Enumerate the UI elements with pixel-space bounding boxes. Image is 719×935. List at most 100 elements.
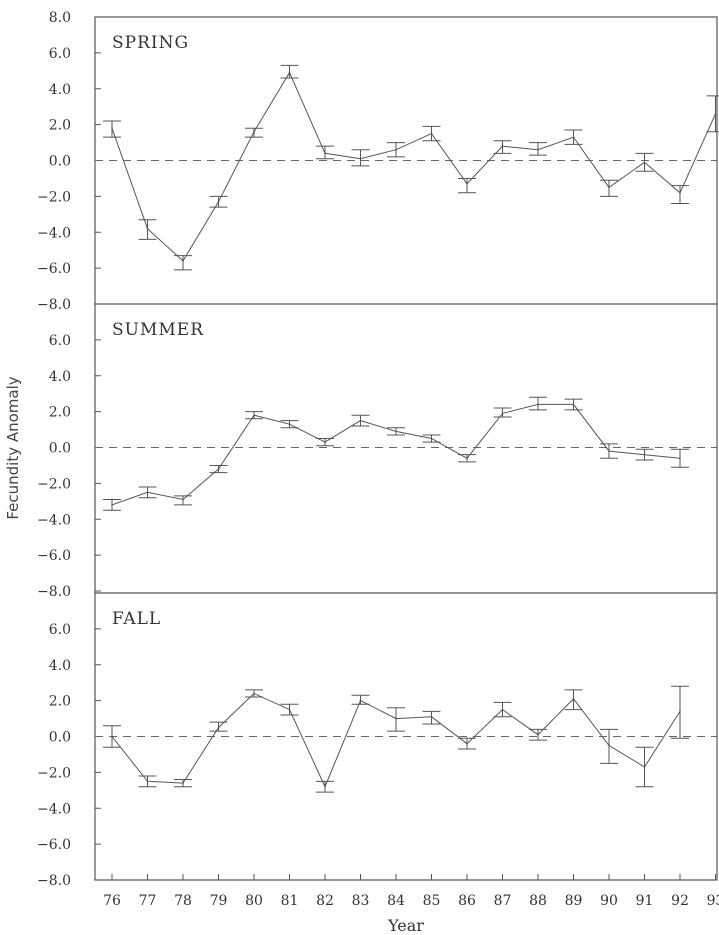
y-tick-label: −2.0 — [37, 765, 71, 781]
data-point — [572, 403, 575, 406]
error-bar — [671, 685, 689, 739]
error-bar — [458, 737, 476, 750]
error-bar — [138, 775, 157, 788]
y-tick-label: 4.0 — [49, 658, 71, 674]
error-bar — [529, 142, 547, 156]
error-bar — [600, 179, 618, 197]
data-point — [217, 200, 220, 203]
panel-title: SUMMER — [112, 320, 204, 340]
error-bar — [245, 689, 263, 698]
error-bar — [422, 125, 441, 142]
error-bar — [174, 495, 192, 506]
x-tick-label: 80 — [245, 893, 263, 909]
x-tick-label: 92 — [671, 893, 689, 909]
y-tick-label: −8.0 — [37, 297, 71, 313]
x-tick-label: 87 — [494, 893, 512, 909]
y-tick-label: 0.0 — [49, 730, 71, 746]
error-bar — [245, 127, 263, 138]
error-bar — [280, 420, 299, 429]
data-point — [111, 127, 113, 130]
x-tick-label: 83 — [352, 893, 370, 909]
data-point — [572, 136, 575, 138]
data-point — [395, 148, 397, 151]
data-point — [395, 717, 397, 720]
error-bar — [387, 427, 405, 436]
data-point — [430, 437, 433, 440]
error-bar — [174, 255, 192, 271]
error-bar — [103, 499, 121, 511]
data-point — [501, 145, 504, 147]
y-tick-label: 0.0 — [49, 154, 71, 170]
reference-lines — [95, 160, 717, 737]
x-tick-label: 85 — [423, 893, 441, 909]
series-line-summer — [111, 403, 681, 506]
x-tick-label: 93 — [707, 893, 719, 909]
data-point — [679, 191, 681, 194]
error-bar — [635, 152, 654, 172]
error-bar — [635, 448, 654, 461]
error-bar — [280, 64, 299, 79]
x-tick-label: 76 — [103, 893, 121, 909]
data-point — [359, 157, 362, 160]
data-point — [679, 457, 681, 460]
y-tick-label: −6.0 — [37, 837, 71, 853]
y-tick-label: −2.0 — [37, 189, 71, 205]
data-point — [253, 131, 255, 133]
y-tick-label: −4.0 — [37, 512, 71, 528]
x-tick-label: 82 — [316, 893, 334, 909]
y-tick-label: −8.0 — [37, 584, 71, 600]
error-bar — [493, 407, 512, 418]
error-bar — [706, 95, 719, 133]
data-point — [182, 498, 184, 501]
data-point — [537, 148, 539, 151]
error-bar — [351, 694, 370, 705]
error-bar — [280, 703, 299, 716]
series-line-spring — [111, 71, 716, 262]
error-bar — [493, 701, 512, 718]
series-layer — [103, 64, 719, 793]
data-point — [217, 468, 220, 470]
error-bar — [422, 710, 441, 725]
error-bar — [564, 129, 583, 145]
y-tick-label: 2.0 — [49, 694, 71, 710]
data-point — [501, 412, 504, 415]
y-tick-label: 2.0 — [49, 405, 71, 421]
error-bar — [529, 396, 547, 411]
error-bar — [458, 454, 476, 463]
error-bar — [671, 185, 689, 205]
error-bar — [458, 177, 476, 194]
data-point — [466, 742, 468, 745]
data-point — [430, 132, 433, 135]
data-point — [111, 735, 113, 738]
y-tick-label: −6.0 — [37, 261, 71, 277]
error-bar — [671, 448, 689, 468]
x-tick-label: 84 — [387, 893, 405, 909]
plot-border — [94, 16, 718, 881]
error-bar — [209, 721, 228, 732]
error-bar — [138, 486, 157, 499]
data-point — [288, 71, 291, 74]
x-tick-label: 89 — [565, 893, 583, 909]
data-point — [288, 708, 291, 711]
x-tick-label: 91 — [636, 893, 654, 909]
y-tick-label: −6.0 — [37, 548, 71, 564]
data-point — [608, 744, 610, 747]
panel-title: SPRING — [112, 33, 189, 53]
data-point — [572, 698, 575, 700]
error-bar — [103, 120, 121, 138]
error-bar — [209, 464, 228, 474]
data-point — [146, 780, 149, 783]
error-bar — [635, 746, 654, 788]
data-point — [430, 715, 433, 718]
y-tick-label: 8.0 — [49, 10, 71, 26]
error-bar — [245, 411, 263, 420]
x-tick-label: 77 — [139, 893, 157, 909]
error-bar — [351, 149, 370, 167]
error-bar — [529, 728, 547, 741]
data-point — [217, 726, 220, 729]
data-point — [146, 227, 149, 230]
error-bar — [564, 398, 583, 411]
x-tick-label: 79 — [210, 893, 228, 909]
data-point — [714, 113, 717, 115]
y-axis-title: Fecundity Anomaly — [4, 376, 22, 519]
